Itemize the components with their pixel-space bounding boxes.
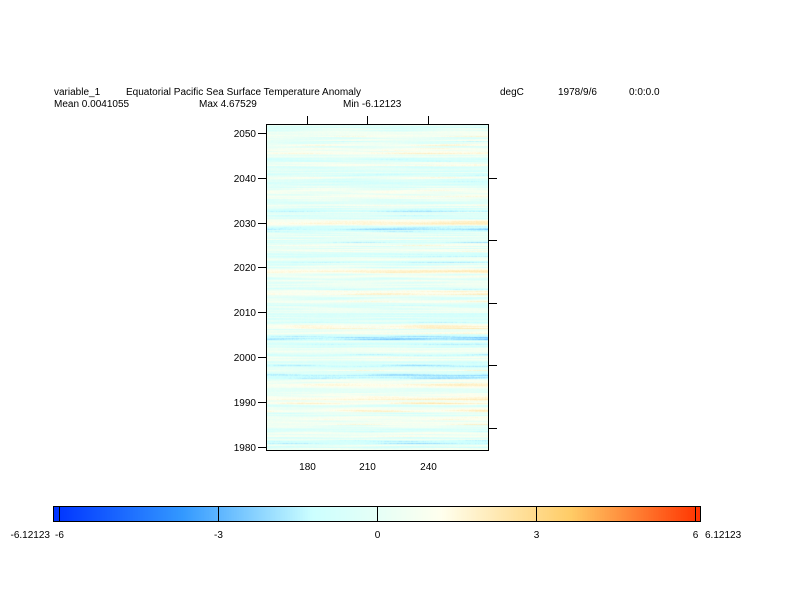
- date-label: 1978/9/6: [558, 87, 597, 98]
- x-tick-label: 180: [299, 462, 316, 473]
- variable-name: variable_1: [54, 87, 101, 98]
- x-tick-label: 210: [359, 462, 376, 473]
- colorbar-tick-label: 3: [533, 530, 540, 541]
- colorbar-tick-label: -6: [55, 530, 64, 541]
- colorbar-tick-label: -3: [214, 530, 223, 541]
- y-tick-label: 2020: [233, 262, 256, 274]
- colorbar-max-label: 6.12123: [705, 530, 742, 541]
- colorbar-min-label: -6.12123: [10, 530, 50, 541]
- colorbar-tick-label: 6: [692, 530, 699, 541]
- y-tick-label: 1990: [233, 397, 256, 409]
- plot-frame: [266, 124, 489, 451]
- y-tick-label: 2040: [233, 173, 256, 185]
- x-tick-label: 240: [420, 462, 437, 473]
- units-label: degC: [500, 87, 524, 98]
- time-label: 0:0:0.0: [629, 87, 660, 98]
- colorbar-tick-label: 0: [374, 530, 381, 541]
- y-tick-label: 1980: [233, 442, 256, 454]
- mean-label: Mean 0.0041055: [54, 99, 130, 110]
- y-tick-label: 2010: [233, 307, 256, 319]
- y-tick-label: 2030: [233, 218, 256, 230]
- max-label: Max 4.67529: [199, 99, 257, 110]
- heatmap-field: [266, 124, 489, 451]
- y-tick-label: 2050: [233, 128, 256, 140]
- plot-title: Equatorial Pacific Sea Surface Temperatu…: [126, 87, 361, 98]
- y-tick-label: 2000: [233, 352, 256, 364]
- min-label: Min -6.12123: [343, 99, 402, 110]
